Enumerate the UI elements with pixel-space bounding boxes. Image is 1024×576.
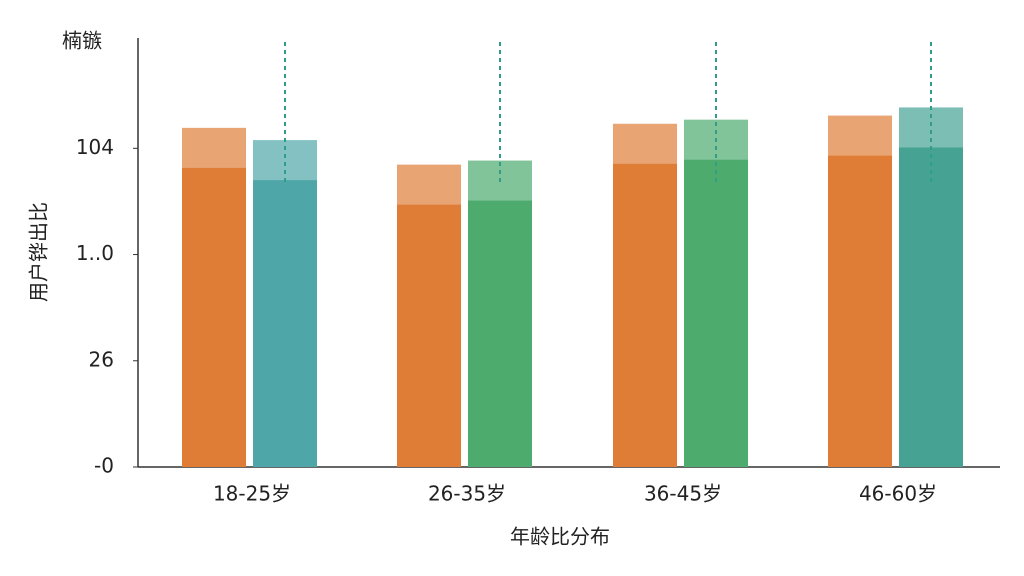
bar — [613, 123, 677, 468]
y-tick-label: -0 — [94, 454, 114, 478]
x-tick-label: 26-35岁 — [428, 482, 506, 506]
bar — [828, 115, 892, 467]
bar — [899, 107, 963, 467]
y-tick-label: 1..0 — [76, 241, 114, 265]
bar — [253, 140, 317, 467]
bar — [182, 127, 246, 467]
y-tick-label: 26 — [89, 347, 114, 371]
x-tick-label: 18-25岁 — [213, 482, 291, 506]
x-axis-title: 年龄比分布 — [510, 525, 610, 549]
unit-label: 楠镞 — [62, 29, 102, 53]
bar-top-highlight — [182, 127, 246, 168]
bar-top-highlight — [613, 123, 677, 164]
bar-top-highlight — [397, 164, 461, 205]
bar — [684, 119, 748, 467]
bar — [468, 160, 532, 468]
y-tick-label: 104 — [76, 135, 114, 159]
y-axis-title: 用户铧出比 — [27, 202, 51, 302]
x-tick-label: 46-60岁 — [859, 482, 937, 506]
bar — [397, 164, 461, 467]
bar-top-highlight — [828, 115, 892, 156]
x-tick-label: 36-45岁 — [644, 482, 722, 506]
